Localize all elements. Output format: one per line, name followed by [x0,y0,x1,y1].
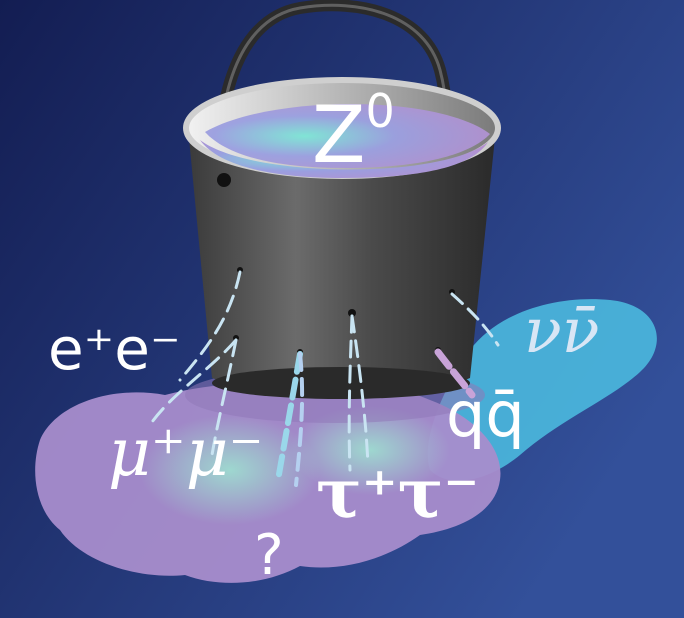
bucket-water [200,140,488,178]
quark-pair-label: qq̄ [446,378,525,451]
puddle-glow-left [140,415,320,525]
unknown-channel-label: ? [254,523,284,588]
neutrino-pair-label: νν̄ [524,294,600,367]
handle-hinge [217,173,231,187]
bucket-bottom [212,367,470,399]
muon-pair-label: μ⁺μ⁻ [108,414,264,491]
bucket-water-surface [205,104,490,168]
bucket-body [188,128,496,395]
tau-pair-label: τ⁺τ⁻ [316,454,480,534]
neutrino-puddle [427,299,657,481]
z-boson-label: Z0 [312,84,395,181]
electron-pair-label: e⁺e⁻ [48,315,181,383]
puddle-glow-right [290,405,450,495]
decay-streams [148,270,500,487]
